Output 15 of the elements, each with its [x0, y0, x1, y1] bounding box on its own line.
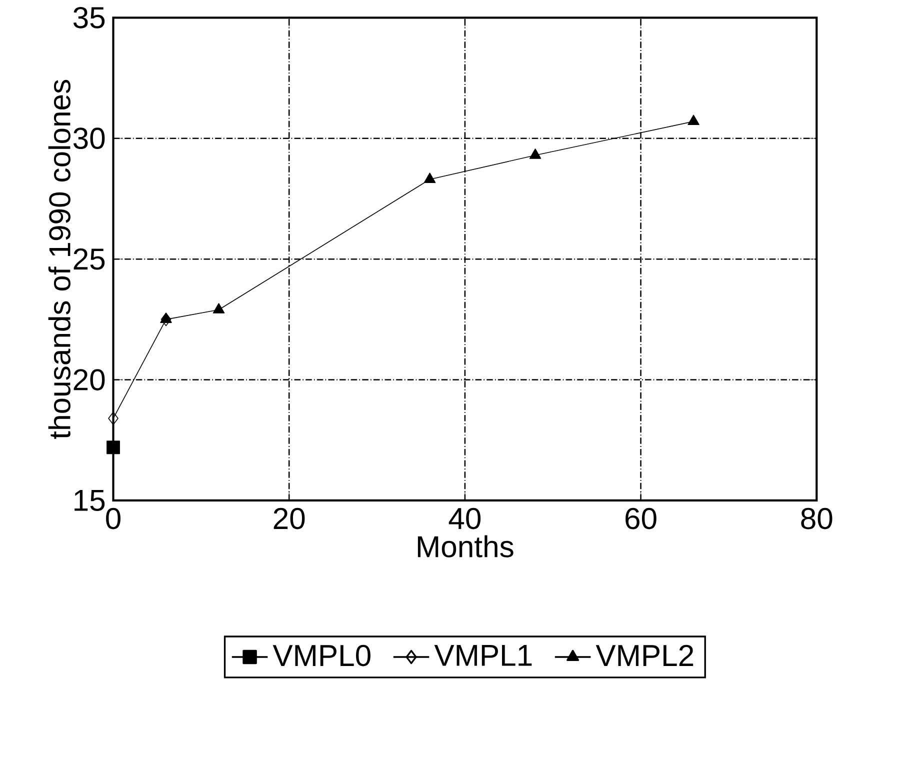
- y-tick-label: 15: [74, 490, 105, 512]
- legend-label: VMPL1: [434, 645, 532, 666]
- x-tick-label: 0: [106, 508, 120, 530]
- y-tick-label: 25: [74, 248, 105, 270]
- legend-label: VMPL0: [272, 644, 370, 666]
- y-tick-label: 30: [73, 128, 105, 150]
- x-tick-label: 60: [626, 508, 656, 530]
- x-axis-title: Months: [418, 535, 514, 558]
- x-tick-label: 20: [274, 508, 305, 530]
- y-tick-label: 20: [74, 369, 105, 390]
- y-axis-title: thousands of 1990 colones: [48, 80, 70, 439]
- x-tick-label: 80: [801, 508, 832, 530]
- x-tick-label: 40: [448, 508, 481, 530]
- legend-label: VMPL2: [596, 644, 694, 666]
- y-tick-label: 35: [73, 6, 105, 28]
